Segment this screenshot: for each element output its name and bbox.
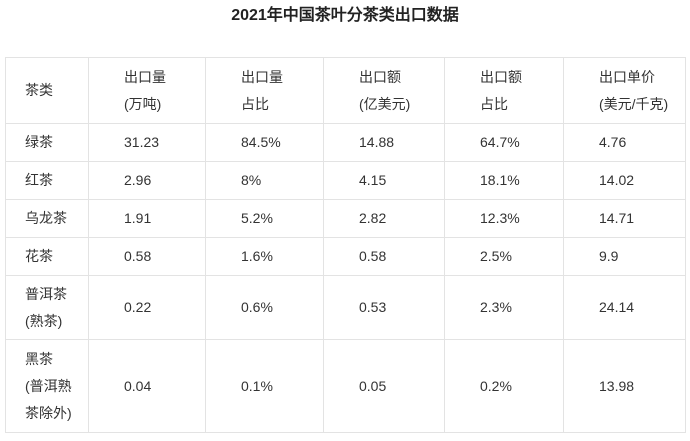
header-row: 茶类 出口量 (万吨) 出口量占比 出口额 (亿美元) 出口额占比 出口单价 (美元/千克) xyxy=(5,57,686,124)
cell-line: (亿美元) xyxy=(359,95,411,112)
cell-line: (美元/千克) xyxy=(599,95,669,112)
cell-line: 出口额 xyxy=(359,68,401,85)
cell-line: 花茶 xyxy=(25,248,53,264)
cell: 0.58 xyxy=(323,237,445,276)
cell: 13.98 xyxy=(563,339,686,433)
table-row: 乌龙茶 1.91 5.2% 2.82 12.3% 14.71 xyxy=(5,199,686,238)
cell-line: (万吨) xyxy=(124,95,162,112)
cell-line: (普洱熟茶除外) xyxy=(25,377,72,421)
cell: 2.96 xyxy=(88,161,206,200)
cell: 24.14 xyxy=(563,275,686,340)
cell: 14.88 xyxy=(323,123,445,162)
cell: 8% xyxy=(205,161,324,200)
cell: 2.82 xyxy=(323,199,445,238)
cell-line: 占比 xyxy=(241,95,269,112)
cell: 1.6% xyxy=(205,237,324,276)
table-row: 花茶 0.58 1.6% 0.58 2.5% 9.9 xyxy=(5,237,686,276)
cell: 0.53 xyxy=(323,275,445,340)
cell-line: 乌龙茶 xyxy=(25,210,67,226)
cell: 出口量 (万吨) xyxy=(88,57,206,124)
cell: 出口额 (亿美元) xyxy=(323,57,445,124)
cell: 0.05 xyxy=(323,339,445,433)
row-label-cell: 花茶 xyxy=(5,237,89,276)
cell: 84.5% xyxy=(205,123,324,162)
cell-line: 出口量 xyxy=(124,68,166,85)
row-label-cell: 绿茶 xyxy=(5,123,89,162)
table-row: 红茶 2.96 8% 4.15 18.1% 14.02 xyxy=(5,161,686,200)
cell: 出口量 占比 xyxy=(205,57,324,124)
cell: 0.04 xyxy=(88,339,206,433)
row-label-cell: 乌龙茶 xyxy=(5,199,89,238)
cell: 1.91 xyxy=(88,199,206,238)
cell-line: 占比 xyxy=(480,95,508,112)
table-row: 绿茶 31.23 84.5% 14.88 64.7% 4.76 xyxy=(5,123,686,162)
cell-line: 黑茶 xyxy=(25,350,53,367)
cell-line: 茶类 xyxy=(25,82,53,98)
cell: 4.15 xyxy=(323,161,445,200)
data-table: 茶类 出口量 (万吨) 出口量占比 出口额 (亿美元) 出口额占比 出口单价 (美元/千克) 绿茶… xyxy=(5,57,686,433)
row-label-cell: 茶类 xyxy=(5,57,89,124)
table-row: 普洱茶 (熟茶) 0.22 0.6% 0.53 2.3% 24.14 xyxy=(5,275,686,340)
row-label-cell: 普洱茶 (熟茶) xyxy=(5,275,89,340)
cell-line: (熟茶) xyxy=(25,312,63,329)
cell: 14.71 xyxy=(563,199,686,238)
cell: 0.22 xyxy=(88,275,206,340)
cell: 0.58 xyxy=(88,237,206,276)
cell: 0.6% xyxy=(205,275,324,340)
table-row: 黑茶 (普洱熟茶除外) 0.04 0.1% 0.05 0.2% 13.98 xyxy=(5,339,686,433)
cell-line: 红茶 xyxy=(25,172,53,188)
cell-line: 绿茶 xyxy=(25,134,53,150)
cell-line: 普洱茶 xyxy=(25,285,67,302)
cell: 出口单价 (美元/千克) xyxy=(563,57,686,124)
cell: 2.3% xyxy=(444,275,564,340)
cell: 0.2% xyxy=(444,339,564,433)
cell: 9.9 xyxy=(563,237,686,276)
cell: 2.5% xyxy=(444,237,564,276)
row-label-cell: 红茶 xyxy=(5,161,89,200)
cell: 4.76 xyxy=(563,123,686,162)
cell: 14.02 xyxy=(563,161,686,200)
cell: 18.1% xyxy=(444,161,564,200)
cell: 31.23 xyxy=(88,123,206,162)
cell: 5.2% xyxy=(205,199,324,238)
row-label-cell: 黑茶 (普洱熟茶除外) xyxy=(5,339,89,433)
cell-line: 出口额 xyxy=(480,68,522,85)
cell-line: 出口量 xyxy=(241,68,283,85)
title: 2021年中国茶叶分茶类出口数据 xyxy=(231,7,459,24)
cell: 64.7% xyxy=(444,123,564,162)
cell: 12.3% xyxy=(444,199,564,238)
cell: 出口额 占比 xyxy=(444,57,564,124)
cell-line: 出口单价 xyxy=(599,68,655,85)
cell: 0.1% xyxy=(205,339,324,433)
